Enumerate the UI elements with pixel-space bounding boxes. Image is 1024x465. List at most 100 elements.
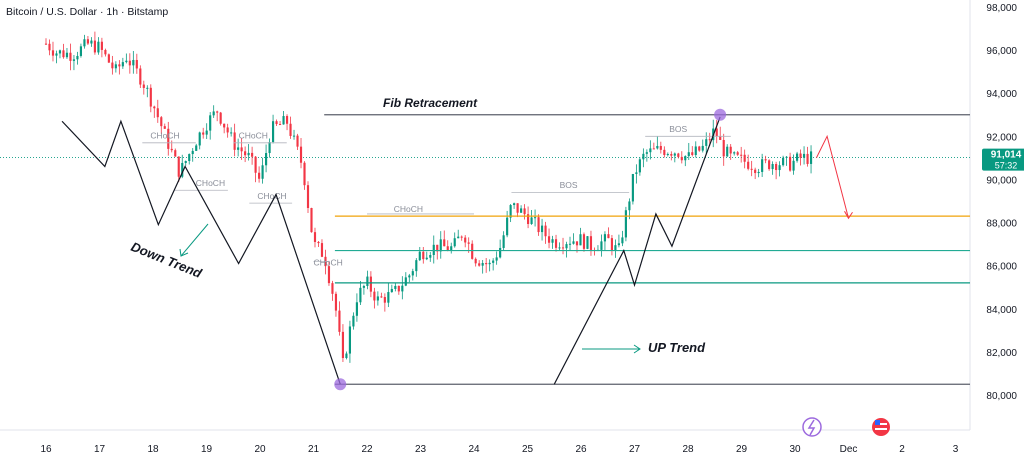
candle-body — [554, 239, 558, 248]
candle-body — [237, 147, 240, 150]
candle-body — [582, 234, 586, 249]
candle-body — [659, 145, 662, 150]
candle-body — [670, 154, 673, 156]
choch-label: CHoCH — [394, 204, 423, 214]
candle-body — [191, 150, 194, 155]
down-trend-arrowhead — [179, 248, 189, 257]
us-flag-canton — [875, 420, 880, 425]
candle-body — [687, 152, 690, 157]
candle-body — [544, 225, 547, 237]
candle-body — [649, 148, 652, 153]
candle-body — [205, 130, 208, 135]
candle-body — [795, 153, 799, 161]
lightning-icon[interactable] — [802, 417, 822, 437]
candle-body — [705, 139, 708, 146]
candle-body — [708, 139, 711, 141]
candle-body — [306, 185, 310, 209]
time-tick-label: 30 — [789, 444, 801, 455]
forecast-arrowhead — [844, 210, 853, 220]
time-tick-label: 21 — [308, 444, 320, 455]
candle-body — [149, 87, 152, 107]
candle-body — [76, 55, 79, 60]
candle-body — [233, 132, 236, 150]
candle-body — [488, 262, 491, 265]
candle-body — [163, 126, 166, 129]
candle-body — [474, 258, 477, 264]
candle-body — [439, 239, 442, 252]
time-tick-label: 25 — [522, 444, 534, 455]
us-flag-stripe — [875, 428, 887, 430]
candle-body — [271, 121, 275, 143]
time-tick-label: 19 — [201, 444, 213, 455]
candle-body — [754, 169, 757, 174]
time-tick-label: 22 — [361, 444, 373, 455]
candle-body — [181, 162, 184, 177]
candle-body — [792, 160, 795, 171]
candle-body — [188, 154, 191, 162]
candle-body — [408, 275, 411, 278]
candle-body — [572, 241, 575, 244]
pivot-marker — [714, 108, 727, 121]
candle-body — [429, 255, 432, 258]
candle-body — [355, 302, 358, 316]
candle-body — [296, 135, 299, 147]
candle-body — [114, 64, 117, 69]
candle-body — [48, 43, 51, 51]
candle-body — [58, 50, 62, 54]
candle-body — [680, 156, 683, 161]
candle-body — [86, 39, 89, 44]
candle-body — [694, 146, 697, 155]
candle-body — [254, 156, 257, 173]
candle-body — [530, 217, 533, 225]
candle-body — [558, 247, 561, 249]
candle-body — [415, 260, 418, 272]
candle-body — [715, 128, 718, 137]
candle-body — [736, 152, 739, 155]
candle-body — [397, 285, 400, 292]
candle-body — [761, 159, 764, 172]
candle-body — [97, 41, 100, 53]
candle-body — [457, 236, 460, 239]
candle-body — [677, 153, 680, 157]
candle-body — [418, 251, 421, 261]
time-tick-label: 16 — [40, 444, 52, 455]
candle-body — [121, 62, 124, 67]
candle-body — [575, 241, 579, 246]
candle-body — [656, 145, 659, 149]
candle-body — [565, 244, 568, 249]
candle-body — [652, 148, 655, 150]
candle-body — [523, 208, 526, 215]
candle-body — [104, 49, 107, 55]
us-flag-icon[interactable] — [872, 418, 890, 436]
price-tick-label: 94,000 — [986, 89, 1017, 100]
candle-body — [219, 112, 222, 124]
candle-body — [729, 146, 732, 154]
candle-body — [69, 52, 72, 61]
candle-body — [471, 243, 474, 259]
candle-body — [547, 236, 551, 243]
candle-body — [533, 217, 537, 219]
candle-body — [132, 59, 135, 66]
candle-body — [645, 152, 648, 154]
candle-body — [212, 111, 215, 116]
candle-body — [125, 60, 128, 63]
candle-body — [436, 244, 439, 252]
us-flag-stripe — [875, 423, 887, 425]
candle-body — [282, 116, 285, 125]
candle-body — [478, 263, 481, 266]
price-tick-label: 84,000 — [986, 305, 1017, 316]
candle-body — [226, 127, 229, 133]
candle-body — [726, 146, 729, 157]
candle-body — [719, 136, 722, 140]
choch-label: CHoCH — [150, 130, 179, 140]
candle-body — [785, 156, 788, 158]
candle-body — [698, 146, 701, 151]
candle-body — [809, 151, 813, 164]
candle-body — [261, 165, 264, 179]
candle-body — [404, 277, 407, 286]
candle-body — [425, 257, 428, 260]
up-trend-label: UP Trend — [648, 340, 706, 355]
bar-countdown: 57:32 — [995, 161, 1018, 171]
